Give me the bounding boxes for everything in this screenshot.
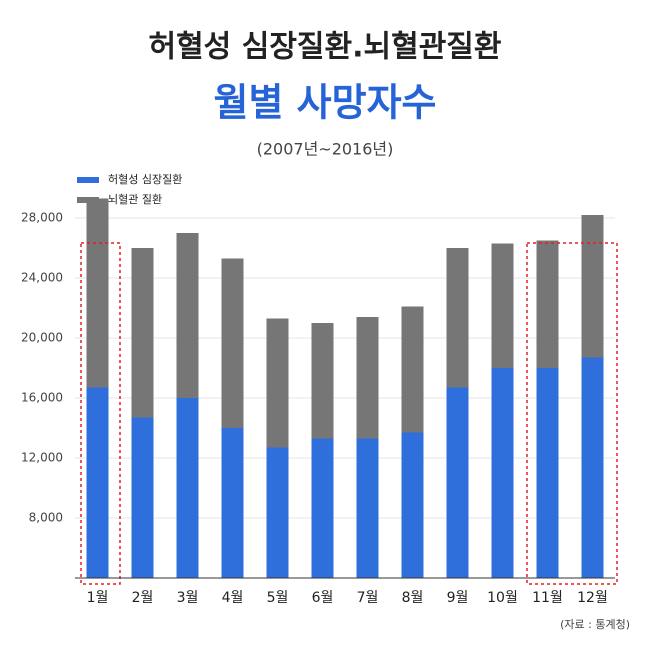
bar-segment (221, 258, 244, 428)
bar-segment (401, 306, 424, 433)
legend-label: 허혈성 심장질환 (108, 172, 182, 186)
y-tick-label: 24,000 (21, 271, 63, 285)
y-tick-label: 20,000 (21, 331, 63, 345)
bar-segment (536, 368, 559, 578)
bar-segment (446, 248, 469, 388)
x-tick-label: 10월 (487, 590, 518, 606)
legend-swatch (77, 197, 99, 203)
bar-segment (266, 447, 289, 578)
bar-segment (311, 438, 334, 578)
bar-segment (86, 198, 109, 388)
bar-segment (536, 240, 559, 368)
legend-label: 뇌혈관 질환 (108, 192, 162, 206)
bar-segment (176, 233, 199, 398)
bar-segment (446, 387, 469, 578)
x-tick-label: 7월 (357, 590, 379, 606)
x-tick-label: 8월 (402, 590, 424, 606)
source: (자료 : 통계청) (560, 618, 630, 631)
y-tick-label: 12,000 (21, 451, 63, 465)
bar-segment (581, 357, 604, 578)
x-tick-label: 9월 (447, 590, 469, 606)
period: (2007년~2016년) (257, 140, 394, 159)
x-tick-label: 4월 (222, 590, 244, 606)
bar-segment (131, 248, 154, 418)
bar-segment (491, 243, 514, 368)
bar-segment (401, 432, 424, 578)
highlight-box (526, 242, 618, 585)
highlight-box (80, 242, 121, 585)
x-tick-label: 1월 (87, 590, 109, 606)
bar-segment (131, 417, 154, 578)
chart-subtitle: 월별 사망자수 (214, 81, 437, 125)
x-tick-label: 2월 (132, 590, 154, 606)
legend-swatch (77, 177, 99, 183)
bar-segment (266, 318, 289, 448)
bar-segment (356, 438, 379, 578)
x-tick-label: 11월 (532, 590, 563, 606)
bar-segment (311, 323, 334, 439)
y-tick-label: 28,000 (21, 211, 63, 225)
chart-title: 허혈성 심장질환.뇌혈관질환 (148, 30, 501, 65)
bar-segment (176, 398, 199, 578)
x-tick-label: 3월 (177, 590, 199, 606)
x-tick-label: 6월 (312, 590, 334, 606)
bar-segment (491, 368, 514, 578)
y-tick-label: 16,000 (21, 391, 63, 405)
bar-segment (221, 428, 244, 578)
y-tick-label: 8,000 (29, 511, 63, 525)
x-tick-label: 5월 (267, 590, 289, 606)
x-tick-label: 12월 (577, 590, 608, 606)
bar-segment (356, 317, 379, 439)
bar-segment (581, 215, 604, 358)
bar-segment (86, 387, 109, 578)
